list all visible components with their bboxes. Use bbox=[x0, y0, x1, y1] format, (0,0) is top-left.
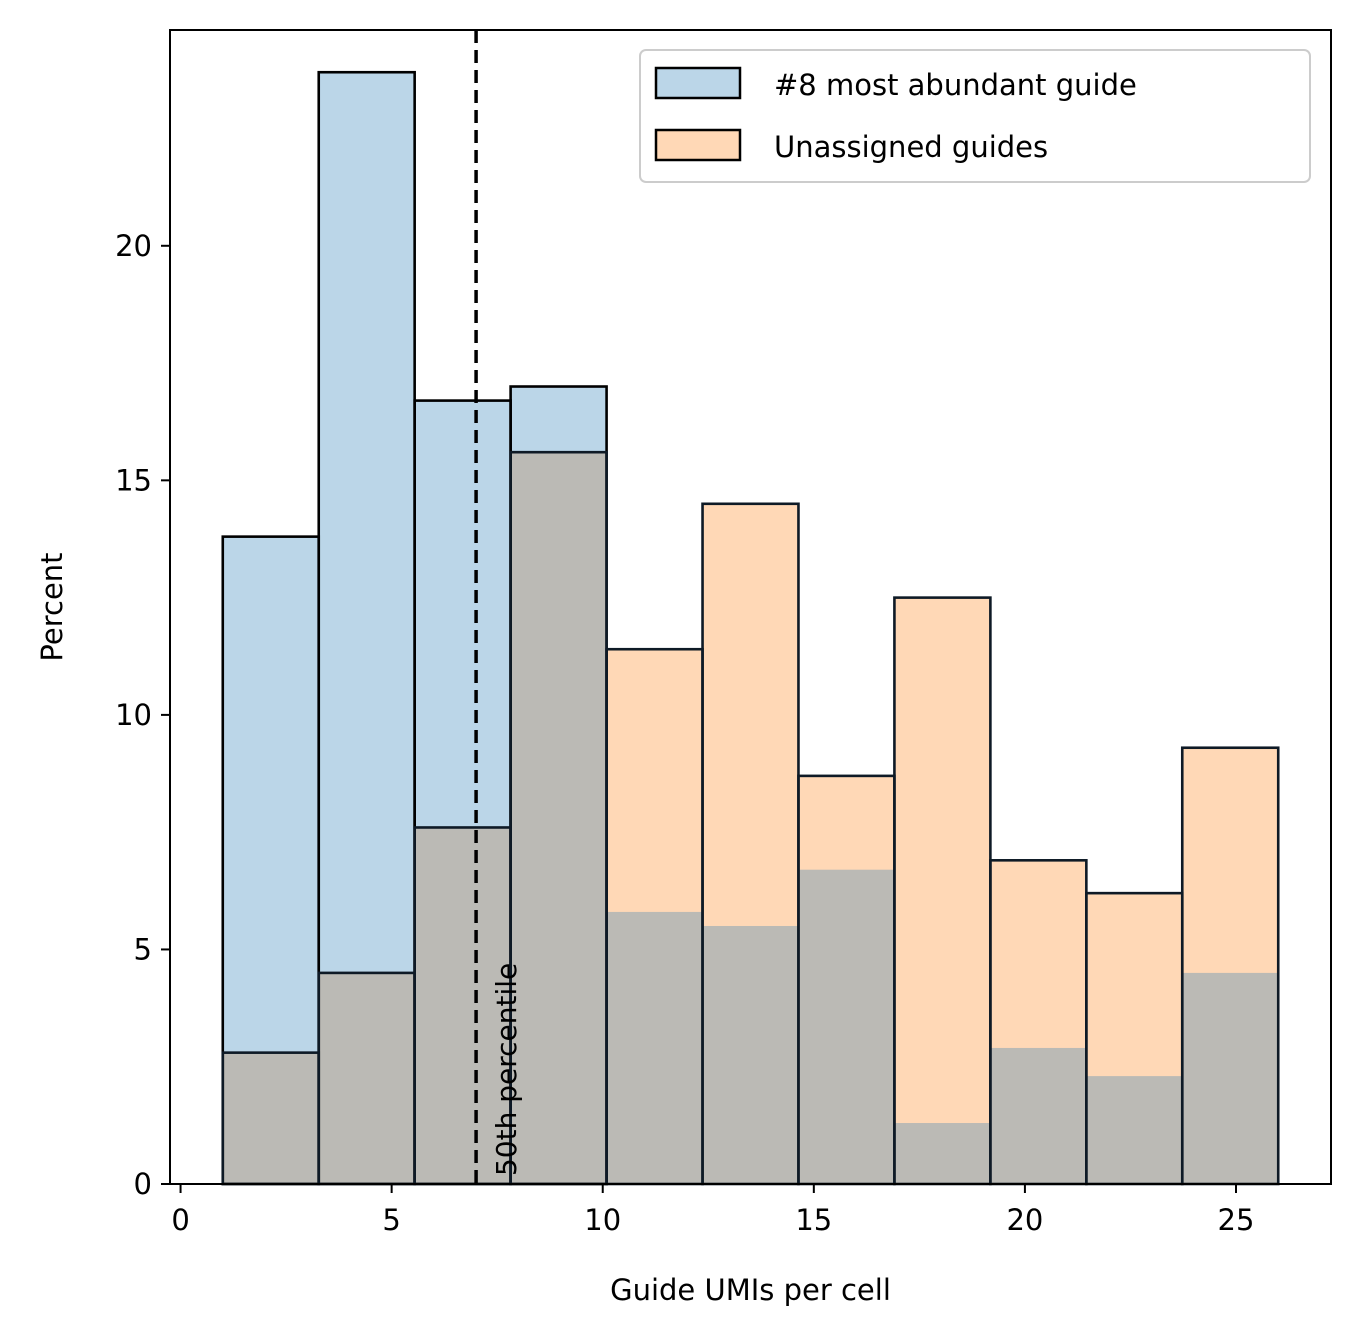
legend-swatch-unassigned bbox=[654, 128, 742, 162]
percentile-label: 50th percentile bbox=[490, 963, 523, 1176]
x-tick-label-5: 25 bbox=[1218, 1203, 1255, 1237]
bar-overlap-6 bbox=[798, 869, 895, 1184]
bar-overlap-7 bbox=[894, 1123, 991, 1184]
bar-overlap-5 bbox=[702, 925, 799, 1184]
y-tick-label-4: 20 bbox=[115, 229, 152, 263]
legend-swatch-guide bbox=[654, 66, 742, 100]
x-tick-label-0: 0 bbox=[171, 1203, 189, 1237]
y-tick-label-0: 0 bbox=[134, 1167, 152, 1201]
bar-overlap-8 bbox=[990, 1047, 1087, 1184]
x-tick-label-2: 10 bbox=[584, 1203, 621, 1237]
bar-overlap-10 bbox=[1182, 972, 1279, 1184]
x-tick-label-1: 5 bbox=[382, 1203, 400, 1237]
bar-overlap-3 bbox=[510, 452, 607, 1184]
bar-overlap-1 bbox=[318, 972, 415, 1184]
bar-overlap-9 bbox=[1086, 1076, 1183, 1184]
bar-overlap-4 bbox=[606, 911, 703, 1184]
annotation-layer: 50th percentile bbox=[474, 30, 523, 1184]
legend: #8 most abundant guide Unassigned guides bbox=[639, 49, 1311, 183]
legend-label-guide: #8 most abundant guide bbox=[774, 68, 1137, 102]
plot-frame bbox=[169, 29, 1332, 1185]
legend-label-unassigned: Unassigned guides bbox=[774, 130, 1048, 164]
x-axis: 0 5 10 15 20 25 bbox=[171, 1184, 1254, 1237]
bar-unassigned-7 bbox=[894, 597, 991, 1184]
bar-overlap-0 bbox=[222, 1052, 319, 1184]
y-axis: 0 5 10 15 20 bbox=[115, 229, 170, 1201]
y-tick-label-3: 15 bbox=[115, 463, 152, 497]
y-axis-label: Percent bbox=[35, 552, 69, 661]
y-tick-label-1: 5 bbox=[134, 932, 152, 966]
legend-box bbox=[639, 49, 1311, 183]
x-tick-label-4: 20 bbox=[1006, 1203, 1043, 1237]
x-axis-label: Guide UMIs per cell bbox=[610, 1273, 891, 1307]
x-tick-label-3: 15 bbox=[795, 1203, 832, 1237]
bars-layer bbox=[221, 70, 1280, 1186]
y-tick-label-2: 10 bbox=[115, 698, 152, 732]
bar-overlap-2 bbox=[414, 827, 511, 1184]
